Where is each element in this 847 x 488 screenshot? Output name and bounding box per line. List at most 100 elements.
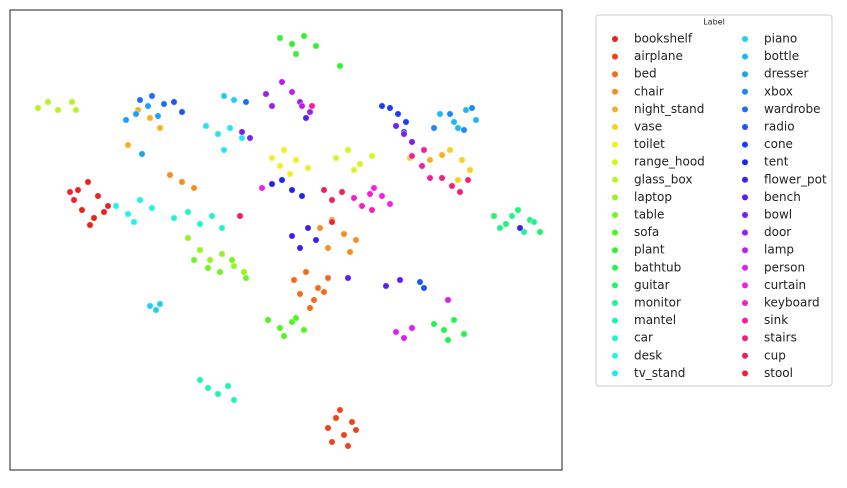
point: [314, 284, 322, 292]
point: [148, 92, 156, 100]
point: [216, 268, 224, 276]
legend-marker: [612, 317, 618, 324]
point: [214, 390, 222, 398]
legend-title: Label: [703, 18, 725, 27]
point: [392, 122, 400, 130]
legend-label: plant: [634, 243, 665, 257]
point: [312, 236, 320, 244]
point: [386, 200, 394, 208]
point: [332, 154, 340, 162]
point: [170, 98, 178, 106]
point: [184, 234, 192, 242]
point: [394, 110, 402, 118]
point: [426, 156, 434, 164]
point: [352, 426, 360, 434]
point: [124, 141, 132, 149]
point: [136, 196, 144, 204]
point: [460, 126, 468, 134]
point: [358, 202, 366, 210]
point: [178, 108, 186, 116]
legend-label: bookshelf: [634, 32, 693, 46]
point: [468, 104, 476, 112]
legend-marker: [612, 141, 618, 148]
point: [508, 212, 516, 220]
point: [446, 110, 454, 118]
point: [276, 34, 284, 42]
point: [258, 184, 266, 192]
point: [316, 224, 324, 232]
point: [454, 124, 462, 132]
point: [430, 320, 438, 328]
point: [344, 442, 352, 450]
legend-label: door: [764, 225, 791, 239]
point: [514, 206, 522, 214]
point: [516, 224, 524, 232]
point: [490, 212, 498, 220]
point: [312, 42, 320, 50]
point: [224, 382, 232, 390]
point: [242, 274, 250, 282]
point: [438, 174, 446, 182]
point: [268, 154, 276, 162]
legend-label: sink: [764, 313, 788, 327]
legend-label: table: [634, 208, 664, 222]
point: [230, 262, 238, 270]
point: [156, 300, 164, 308]
point: [242, 98, 250, 106]
point: [418, 162, 426, 170]
point: [154, 112, 162, 120]
legend-marker: [742, 88, 748, 95]
point: [402, 118, 410, 126]
point: [166, 171, 174, 179]
point: [324, 424, 332, 432]
point: [386, 104, 394, 112]
legend-label: keyboard: [764, 296, 820, 310]
legend-label: cone: [764, 137, 793, 151]
point: [448, 182, 456, 190]
point: [298, 102, 306, 110]
point: [144, 102, 152, 110]
point: [278, 176, 286, 184]
point: [302, 268, 310, 276]
point: [304, 164, 312, 172]
legend-marker: [742, 282, 748, 289]
legend-label: lamp: [764, 243, 794, 257]
legend-marker: [742, 212, 748, 218]
point: [74, 186, 82, 194]
point: [408, 138, 416, 146]
legend-marker: [742, 317, 748, 324]
legend-label: xbox: [764, 84, 793, 98]
legend-label: bottle: [764, 49, 799, 63]
point: [458, 156, 466, 164]
point: [426, 174, 434, 182]
legend-marker: [742, 247, 748, 254]
legend-marker: [612, 176, 618, 183]
legend-label: vase: [634, 120, 662, 134]
legend-label: flower_pot: [764, 172, 827, 186]
point: [336, 62, 344, 70]
legend-label: mantel: [634, 313, 676, 327]
point: [178, 178, 186, 186]
point: [218, 250, 226, 258]
point: [286, 170, 294, 178]
point: [464, 176, 472, 184]
point: [276, 324, 284, 332]
legend-marker: [612, 300, 618, 306]
point: [90, 214, 98, 222]
point: [240, 268, 248, 276]
legend-marker: [612, 53, 618, 60]
point: [278, 78, 286, 86]
point: [400, 334, 408, 342]
point: [94, 192, 102, 200]
point: [352, 236, 360, 244]
legend-marker: [742, 106, 748, 113]
legend-label: laptop: [634, 190, 672, 204]
point: [296, 290, 304, 298]
point: [456, 188, 464, 196]
point: [204, 264, 212, 272]
point: [208, 212, 216, 220]
point: [246, 134, 254, 142]
point: [196, 220, 204, 228]
point: [408, 324, 416, 332]
